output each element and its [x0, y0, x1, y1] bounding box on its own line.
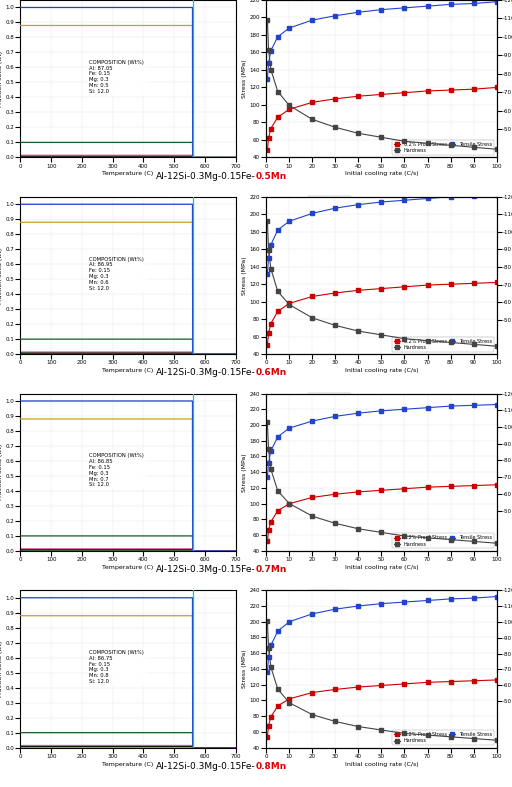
Y-axis label: Stress (MPa): Stress (MPa) — [242, 59, 247, 98]
Text: COMPOSITION (Wt%)
Al: 87.05
Fe: 0.15
Mg: 0.3
Mn: 0.5
Si: 12.0: COMPOSITION (Wt%) Al: 87.05 Fe: 0.15 Mg:… — [89, 60, 144, 94]
Legend: 0.2% Proof Stress, Hardness, Tensile Stress: 0.2% Proof Stress, Hardness, Tensile Str… — [392, 730, 494, 745]
X-axis label: Initial cooling rate (C/s): Initial cooling rate (C/s) — [345, 368, 418, 373]
Y-axis label: Fraction solid (wt): Fraction solid (wt) — [0, 50, 3, 107]
Text: COMPOSITION (Wt%)
Al: 86.95
Fe: 0.15
Mg: 0.3
Mn: 0.6
Si: 12.0: COMPOSITION (Wt%) Al: 86.95 Fe: 0.15 Mg:… — [89, 257, 144, 290]
Y-axis label: Fraction solid (wt): Fraction solid (wt) — [0, 444, 3, 501]
Text: Al-12Si-0.3Mg-0.15Fe-: Al-12Si-0.3Mg-0.15Fe- — [156, 368, 256, 377]
Y-axis label: Stress (MPa): Stress (MPa) — [242, 453, 247, 492]
X-axis label: Temperature (C): Temperature (C) — [102, 762, 154, 767]
X-axis label: Temperature (C): Temperature (C) — [102, 368, 154, 373]
Text: Al-12Si-0.3Mg-0.15Fe-: Al-12Si-0.3Mg-0.15Fe- — [156, 172, 256, 180]
Y-axis label: Stress (MPa): Stress (MPa) — [242, 256, 247, 295]
X-axis label: Temperature (C): Temperature (C) — [102, 565, 154, 570]
Text: Al-12Si-0.3Mg-0.15Fe-: Al-12Si-0.3Mg-0.15Fe- — [156, 762, 256, 770]
Legend: TOTAL, ALPHA, AL, SILICON, MG2SI, ALFEMN35B: TOTAL, ALPHA, AL, SILICON, MG2SI, ALFEMN… — [308, 0, 351, 39]
Text: Al-12Si-0.3Mg-0.15Fe-: Al-12Si-0.3Mg-0.15Fe- — [156, 565, 256, 574]
Legend: TOTAL, ALPHA, AL, SILICON, MG2SI, ALFEMN35B: TOTAL, ALPHA, AL, SILICON, MG2SI, ALFEMN… — [308, 393, 351, 433]
Y-axis label: Fraction solid (wt): Fraction solid (wt) — [0, 247, 3, 304]
X-axis label: Initial cooling rate (C/s): Initial cooling rate (C/s) — [345, 762, 418, 767]
Legend: TOTAL, ALPHA, AL, SILICON, MG2SI, ALFEMN35B: TOTAL, ALPHA, AL, SILICON, MG2SI, ALFEMN… — [308, 589, 351, 630]
Text: 0.8Mn: 0.8Mn — [256, 762, 287, 770]
Text: COMPOSITION (Wt%)
Al: 86.75
Fe: 0.15
Mg: 0.3
Mn: 0.8
Si: 12.0: COMPOSITION (Wt%) Al: 86.75 Fe: 0.15 Mg:… — [89, 650, 144, 684]
Text: 0.5Mn: 0.5Mn — [256, 172, 287, 180]
Legend: 0.2% Proof Stress, Hardness, Tensile Stress: 0.2% Proof Stress, Hardness, Tensile Str… — [392, 337, 494, 352]
Text: 0.6Mn: 0.6Mn — [256, 368, 287, 377]
Text: 0.7Mn: 0.7Mn — [256, 565, 287, 574]
Legend: 0.2% Proof Stress, Hardness, Tensile Stress: 0.2% Proof Stress, Hardness, Tensile Str… — [392, 140, 494, 155]
Legend: TOTAL, ALPHA, AL, SILICON, MG2SI, ALFEMN35B: TOTAL, ALPHA, AL, SILICON, MG2SI, ALFEMN… — [308, 196, 351, 236]
Y-axis label: Stress (MPa): Stress (MPa) — [242, 649, 247, 689]
X-axis label: Temperature (C): Temperature (C) — [102, 172, 154, 176]
X-axis label: Initial cooling rate (C/s): Initial cooling rate (C/s) — [345, 172, 418, 176]
Y-axis label: Fraction solid (wt): Fraction solid (wt) — [0, 641, 3, 697]
X-axis label: Initial cooling rate (C/s): Initial cooling rate (C/s) — [345, 565, 418, 570]
Legend: 0.2% Proof Stress, Hardness, Tensile Stress: 0.2% Proof Stress, Hardness, Tensile Str… — [392, 534, 494, 549]
Text: COMPOSITION (Wt%)
Al: 86.85
Fe: 0.15
Mg: 0.3
Mn: 0.7
Si: 12.0: COMPOSITION (Wt%) Al: 86.85 Fe: 0.15 Mg:… — [89, 453, 144, 487]
